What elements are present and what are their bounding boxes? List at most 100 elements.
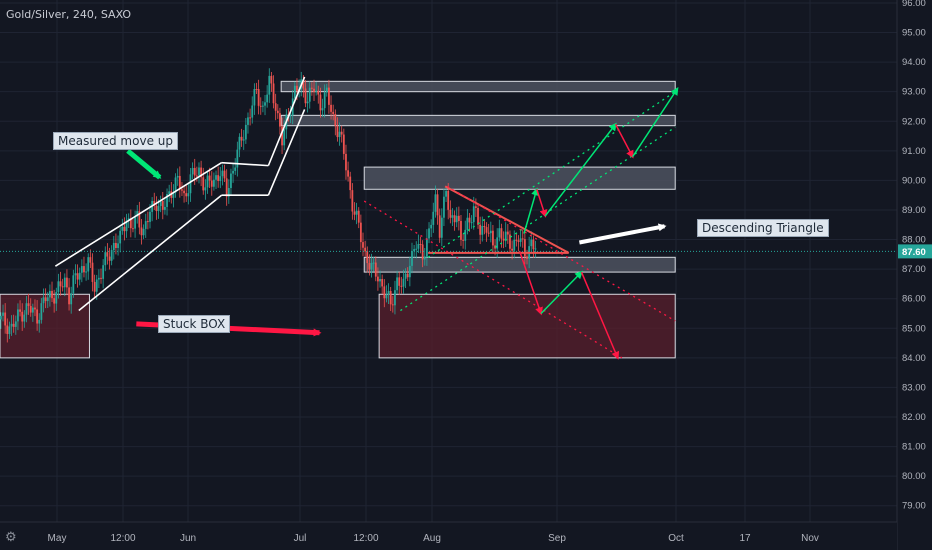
candle-down (89, 257, 92, 263)
candle-down (272, 83, 275, 104)
candle-up (95, 279, 98, 292)
candle-up (451, 215, 454, 218)
price-tick-label: 80.00 (902, 471, 926, 482)
candle-up (306, 101, 309, 104)
price-zones (0, 80, 676, 359)
settings-icon[interactable]: ⚙ (5, 529, 17, 544)
candle-up (74, 273, 77, 276)
candle-up (0, 315, 2, 320)
candle-up (17, 309, 19, 322)
candle-down (259, 105, 262, 107)
candle-up (31, 307, 34, 313)
candle-down (68, 287, 70, 305)
arrow-up-4 (540, 270, 583, 315)
candle-down (523, 239, 526, 257)
candle-up (247, 117, 249, 125)
candle-up (283, 129, 286, 146)
candle-up (519, 238, 522, 242)
candle-down (368, 263, 371, 270)
candle-down (76, 273, 79, 280)
candle-down (502, 238, 505, 241)
time-axis[interactable]: May 12:00 Jun Jul 12:00 Aug Sep Oct 17 Nov (0, 521, 897, 550)
support-zone (363, 256, 676, 273)
candle-down (449, 209, 452, 218)
candle-up (198, 167, 200, 176)
candle-down (494, 245, 496, 249)
candle-up (434, 194, 437, 212)
price-tick-label: 86.00 (902, 294, 926, 305)
candle-up (42, 297, 45, 304)
time-tick-label: 12:00 (110, 533, 135, 544)
candle-up (308, 87, 311, 102)
measured-move-label[interactable]: Measured move up (53, 132, 178, 150)
candle-down (345, 153, 347, 171)
candle-up (119, 230, 122, 244)
candle-up (204, 187, 207, 191)
candle-down (208, 175, 211, 181)
candle-down (377, 276, 379, 282)
candle-down (487, 232, 490, 234)
price-tick-label: 90.00 (902, 175, 926, 186)
candle-down (362, 242, 364, 248)
candle-down (336, 125, 339, 138)
candle-down (210, 180, 213, 187)
candle-down (374, 262, 377, 277)
time-tick-label: Aug (423, 533, 441, 544)
candle-down (200, 167, 203, 178)
candle-up (315, 90, 318, 92)
candle-up (325, 87, 328, 93)
candle-down (146, 221, 149, 223)
candle-down (330, 104, 332, 112)
candle-down (310, 87, 313, 89)
candle-up (144, 221, 147, 229)
candle-up (464, 229, 467, 241)
candle-up (236, 149, 239, 168)
candle-up (321, 108, 324, 111)
candle-down (123, 226, 126, 232)
candle-down (44, 297, 47, 302)
candle-down (83, 266, 85, 273)
candle-up (87, 257, 90, 272)
triangle-upper (444, 185, 570, 254)
candle-down (302, 79, 305, 89)
price-tick-label: 81.00 (902, 442, 926, 453)
candle-down (195, 175, 198, 177)
candle-up (411, 251, 413, 266)
price-axis-background (897, 0, 932, 550)
candle-down (511, 248, 513, 251)
candle-down (178, 175, 181, 190)
trend-lines (0, 76, 897, 359)
candle-down (351, 190, 354, 212)
candle-up (470, 222, 473, 224)
candle-up (232, 170, 234, 174)
candle-up (261, 105, 264, 107)
time-tick-label: May (48, 533, 67, 544)
candle-down (406, 273, 409, 278)
candle-up (80, 266, 83, 273)
candle-down (364, 247, 367, 252)
descending-triangle-label[interactable]: Descending Triangle (697, 219, 829, 237)
arrow-down-1 (536, 189, 548, 218)
stuck-box-right (378, 293, 676, 359)
price-axis[interactable]: 79.00 80.00 81.00 82.00 83.00 84.00 85.00 86.00… (896, 0, 932, 550)
time-tick-label: Nov (801, 533, 819, 544)
candle-up (230, 173, 232, 188)
channel-lower-1 (78, 194, 223, 312)
stuck-box-label[interactable]: Stuck BOX (158, 315, 231, 333)
candle-down (91, 262, 94, 282)
candle-up (164, 206, 166, 210)
candle-up (97, 277, 100, 280)
candle-up (513, 239, 516, 251)
candle-up (14, 321, 17, 327)
candle-up (166, 194, 168, 207)
dotted-down-lower (363, 200, 623, 359)
candle-up (70, 293, 73, 305)
candle-down (366, 251, 369, 264)
candle-up (213, 179, 215, 187)
candle-up (40, 303, 43, 320)
arrow-down-3 (519, 251, 543, 316)
candle-down (500, 228, 503, 239)
candle-down (332, 111, 335, 115)
candle-down (521, 238, 524, 240)
